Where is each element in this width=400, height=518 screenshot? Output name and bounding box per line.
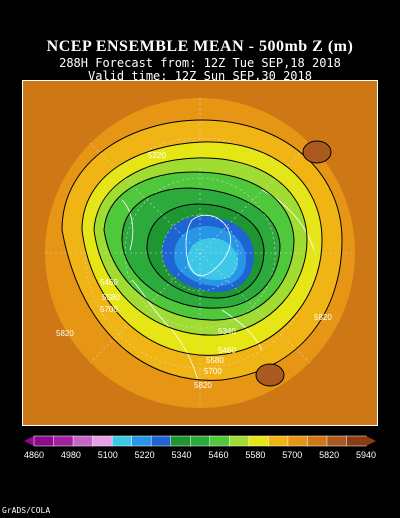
colorbar-cell	[268, 435, 289, 447]
contour-label-group: 5220 5340 5460 5460 5580 5580 5700 5700 …	[56, 151, 332, 390]
colorbar-cell	[150, 435, 172, 447]
colorbar-ticks: 4860 4980 5100 5220 5340 5460 5580 5700 5820 5940	[24, 450, 376, 460]
contour-label: 5340	[218, 327, 236, 336]
colorbar-tick-label: 5700	[282, 450, 302, 460]
colorbar-tick-label: 5460	[208, 450, 228, 460]
contour-label: 5700	[100, 305, 118, 314]
contour-label: 5220	[148, 151, 166, 160]
colorbar-tick-label: 4860	[24, 450, 44, 460]
contour-label: 5580	[206, 356, 224, 365]
contour-label: 5700	[204, 367, 222, 376]
map-title: NCEP ENSEMBLE MEAN - 500mb Z (m)	[46, 38, 354, 55]
contour-label: 5580	[102, 293, 120, 302]
colorbar-cell	[209, 435, 231, 447]
cutoff-low-ne	[302, 140, 332, 164]
colorbar-cell	[170, 435, 191, 447]
coastlines	[121, 189, 315, 381]
contour-label: 5820	[314, 313, 332, 322]
colorbar-cell	[229, 435, 250, 447]
colorbar-cell	[189, 435, 211, 447]
colorbar-tick-label: 5580	[245, 450, 265, 460]
colorbar-cell	[33, 435, 55, 447]
colorbar-arrow-right	[366, 436, 376, 446]
colorbar-tick-label: 5340	[172, 450, 192, 460]
map-frame	[22, 80, 378, 426]
cutoff-low-se	[255, 363, 285, 387]
colorbar-cell	[326, 435, 348, 447]
forecast-line: 288H Forecast from: 12Z Tue SEP,18 2018	[59, 56, 341, 70]
colorbar-cell	[248, 435, 270, 447]
hemisphere-map: 5220 5340 5460 5460 5580 5580 5700 5700 …	[22, 80, 378, 426]
colorbar-tick-label: 5940	[356, 450, 376, 460]
colorbar-tick-label: 5100	[98, 450, 118, 460]
contour-label: 5460	[100, 278, 118, 287]
colorbar-cells	[24, 435, 376, 447]
colorbar-tick-label: 4980	[61, 450, 81, 460]
graticule	[45, 98, 355, 408]
colorbar-cell	[92, 435, 113, 447]
colorbar-cell	[111, 435, 133, 447]
colorbar-cell	[307, 435, 328, 447]
colorbar-tick-label: 5820	[319, 450, 339, 460]
colorbar-arrow-left	[24, 436, 34, 446]
colorbar-cell	[131, 435, 152, 447]
colorbar-cell	[72, 435, 94, 447]
colorbar-tick-label: 5220	[135, 450, 155, 460]
credit-label: GrADS/COLA	[2, 506, 51, 515]
contour-label: 5820	[194, 381, 212, 390]
colorbar-cell	[287, 435, 309, 447]
contour-label: 5460	[218, 346, 236, 355]
valid-time-line: Valid time: 12Z Sun SEP,30 2018	[88, 69, 312, 83]
colorbar: 4860 4980 5100 5220 5340 5460 5580 5700 5820 5940	[24, 435, 376, 460]
contour-label: 5820	[56, 329, 74, 338]
colorbar-cell	[346, 435, 367, 447]
colorbar-cell	[53, 435, 74, 447]
contour-lines	[61, 119, 343, 381]
